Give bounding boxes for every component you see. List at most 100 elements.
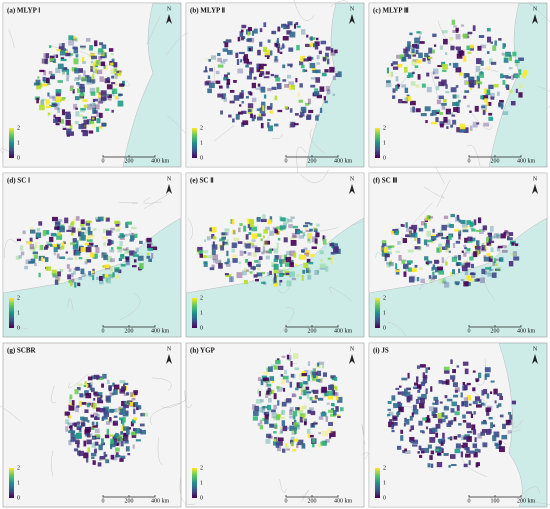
raster-patch xyxy=(41,59,48,64)
raster-patch xyxy=(100,443,104,446)
raster-patch xyxy=(238,51,245,55)
raster-patch xyxy=(417,246,422,251)
raster-patch xyxy=(472,429,477,435)
raster-patch xyxy=(121,400,127,407)
raster-patch xyxy=(422,379,428,384)
raster-patch xyxy=(91,55,98,60)
raster-patch xyxy=(305,43,310,48)
raster-patch xyxy=(414,264,418,268)
raster-patch xyxy=(466,382,471,386)
raster-patch xyxy=(282,388,286,392)
scale-label: 0 xyxy=(468,328,471,334)
raster-patch xyxy=(271,409,276,413)
raster-patch xyxy=(72,38,77,41)
raster-patch xyxy=(335,73,339,77)
raster-patch xyxy=(65,113,71,119)
raster-patch xyxy=(252,404,257,411)
raster-patch xyxy=(308,232,312,239)
raster-patch xyxy=(55,221,60,224)
raster-patch xyxy=(114,447,120,452)
raster-patch xyxy=(447,437,452,440)
raster-patch xyxy=(426,230,431,237)
raster-patch xyxy=(131,397,136,401)
raster-patch xyxy=(467,51,472,54)
raster-patch xyxy=(435,399,439,405)
raster-patch xyxy=(465,73,470,77)
raster-patch xyxy=(289,262,294,268)
boundary xyxy=(528,2,550,23)
raster-patch xyxy=(98,377,104,380)
raster-patch xyxy=(111,82,116,85)
raster-patch xyxy=(330,413,336,417)
raster-patch xyxy=(100,90,107,96)
raster-patch xyxy=(381,240,387,245)
raster-patch xyxy=(438,270,445,275)
raster-patch xyxy=(315,115,319,121)
boundary xyxy=(375,252,383,258)
raster-patch xyxy=(81,272,86,277)
raster-patch xyxy=(86,434,91,438)
raster-patch xyxy=(139,240,143,245)
raster-patch xyxy=(429,279,433,283)
raster-patch xyxy=(504,231,510,235)
raster-patch xyxy=(259,425,264,430)
raster-patch xyxy=(412,439,419,444)
raster-patch xyxy=(89,45,93,51)
raster-patch xyxy=(330,408,335,411)
scale-bar xyxy=(102,495,156,498)
raster-patch xyxy=(302,231,306,237)
raster-patch xyxy=(274,423,278,429)
raster-patch xyxy=(36,228,41,232)
raster-patch xyxy=(105,395,110,402)
raster-patch xyxy=(269,216,273,223)
raster-patch xyxy=(119,379,126,384)
raster-patch xyxy=(47,112,51,116)
raster-patch xyxy=(313,368,316,375)
raster-patch xyxy=(243,54,249,60)
raster-patch xyxy=(92,437,96,440)
raster-patch xyxy=(53,252,56,256)
raster-patch xyxy=(248,232,252,235)
raster-patch xyxy=(222,241,225,246)
raster-patch xyxy=(137,405,142,410)
raster-patch xyxy=(56,253,60,259)
raster-patch xyxy=(276,242,279,249)
raster-patch xyxy=(294,263,298,267)
raster-patch xyxy=(85,75,90,78)
raster-patch xyxy=(453,25,457,28)
raster-patch xyxy=(271,264,276,267)
raster-patch xyxy=(414,246,421,250)
raster-patch xyxy=(72,243,79,250)
raster-patch xyxy=(217,57,222,62)
raster-patch xyxy=(436,452,442,456)
raster-patch xyxy=(442,30,448,34)
raster-patch xyxy=(253,28,258,34)
scale-bar xyxy=(285,155,339,158)
raster-patch xyxy=(66,73,70,79)
raster-patch xyxy=(471,228,476,232)
raster-patch xyxy=(208,82,215,89)
raster-patch xyxy=(439,401,443,404)
scale-label: 400 km xyxy=(334,158,353,164)
raster-patch xyxy=(105,421,111,425)
raster-patch xyxy=(65,419,70,425)
raster-patch xyxy=(81,57,85,62)
legend-bar xyxy=(9,128,14,158)
raster-patch xyxy=(57,247,62,250)
raster-patch xyxy=(73,47,79,54)
raster-patch xyxy=(103,216,107,220)
raster-patch xyxy=(312,43,316,48)
raster-patch xyxy=(425,418,431,423)
raster-patch xyxy=(85,434,88,437)
raster-patch xyxy=(326,58,330,65)
raster-patch xyxy=(450,408,455,413)
raster-patch xyxy=(414,382,419,386)
raster-patch xyxy=(515,88,518,94)
raster-patch xyxy=(449,62,452,66)
raster-patch xyxy=(82,61,86,64)
raster-patch xyxy=(455,27,459,32)
raster-patch xyxy=(35,79,41,86)
raster-patch xyxy=(416,31,421,34)
raster-patch xyxy=(281,25,284,28)
